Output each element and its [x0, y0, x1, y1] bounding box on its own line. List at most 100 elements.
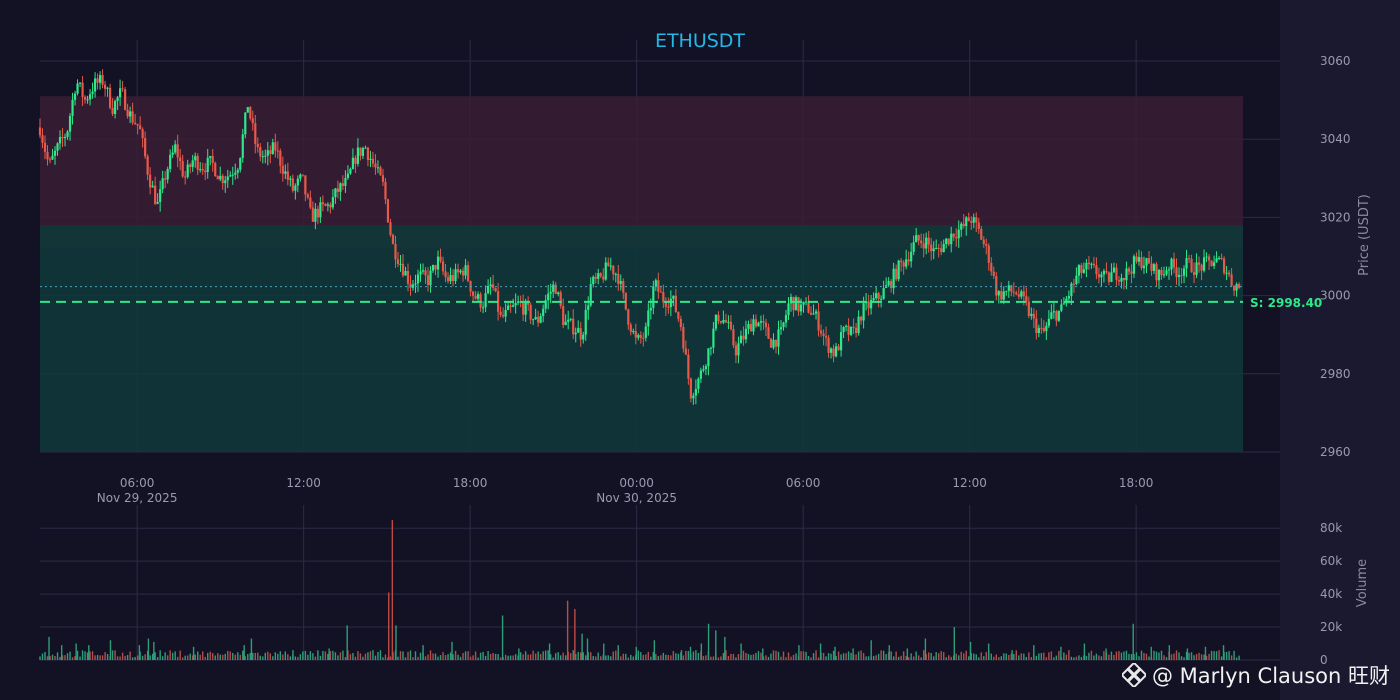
candle-body: [627, 309, 630, 325]
candle-body: [144, 138, 147, 157]
candle-body: [582, 334, 585, 340]
candle-body: [409, 283, 412, 288]
candle-body: [96, 78, 99, 83]
candle-body: [1112, 267, 1116, 273]
candle-body: [93, 78, 97, 92]
candle-body: [709, 347, 713, 349]
candle-body: [224, 180, 227, 184]
candle-body: [304, 175, 307, 195]
candle-body: [1122, 277, 1126, 281]
candle-body: [321, 202, 324, 205]
candle-body: [749, 324, 753, 332]
candle-body: [319, 202, 322, 218]
candle-body: [787, 303, 790, 316]
candle-layer: [38, 69, 1241, 405]
candle-body: [922, 243, 925, 249]
candle-body: [982, 239, 985, 244]
candle-body: [1037, 327, 1040, 334]
candle-body: [764, 322, 768, 328]
candle-body: [699, 370, 702, 379]
candle-body: [66, 131, 69, 137]
candle-body: [1070, 283, 1073, 297]
candle-body: [1027, 301, 1030, 317]
volume-tick-label: 0: [1320, 653, 1328, 667]
candle-body: [1160, 269, 1163, 276]
candle-body: [139, 125, 142, 130]
candle-body: [1005, 290, 1008, 292]
candle-body: [584, 309, 587, 335]
candle-body: [547, 293, 550, 301]
candle-body: [769, 338, 773, 348]
candle-body: [244, 112, 247, 135]
candle-body: [381, 175, 385, 182]
candle-body: [950, 233, 953, 245]
candle-body: [622, 281, 625, 293]
candle-body: [389, 222, 392, 235]
candle-body: [291, 178, 294, 191]
support-zone: [40, 225, 1243, 452]
candle-body: [564, 321, 567, 326]
candle-body: [161, 178, 164, 190]
candle-body: [1110, 272, 1113, 282]
candle-body: [236, 169, 239, 173]
candle-body: [414, 283, 417, 285]
candle-body: [707, 348, 710, 367]
candle-body: [106, 87, 109, 89]
candle-body: [1215, 258, 1218, 263]
candle-body: [349, 168, 352, 174]
candle-body: [577, 328, 580, 333]
candle-body: [406, 270, 410, 284]
candle-body: [1207, 256, 1211, 261]
candle-body: [426, 275, 430, 286]
candle-body: [306, 194, 309, 198]
candle-body: [1042, 327, 1045, 332]
candle-body: [116, 97, 119, 101]
candle-body: [1165, 270, 1168, 275]
candle-body: [1233, 285, 1236, 291]
candle-body: [256, 143, 259, 148]
candle-body: [652, 286, 655, 308]
candle-body: [754, 319, 758, 327]
candle-body: [619, 281, 622, 284]
candle-body: [51, 155, 54, 160]
candle-body: [1135, 256, 1138, 262]
candle-body: [206, 157, 209, 173]
candle-body: [890, 281, 893, 289]
chart-title: ETHUSDT: [654, 30, 746, 52]
candle-body: [1227, 272, 1231, 275]
candle-body: [742, 335, 745, 340]
candle-body: [324, 204, 327, 206]
candle-body: [729, 321, 733, 330]
candle-body: [1117, 279, 1121, 282]
candle-body: [1057, 310, 1060, 321]
candle-body: [734, 345, 738, 356]
candle-body: [396, 259, 400, 265]
candle-body: [872, 298, 875, 300]
candle-body: [602, 276, 605, 280]
candle-body: [514, 302, 517, 306]
candle-body: [629, 324, 632, 332]
right-axis-panel: [1280, 0, 1400, 700]
candle-body: [692, 395, 695, 399]
candle-body: [1230, 274, 1233, 286]
date-tick-label: Nov 29, 2025: [97, 491, 178, 505]
candle-body: [957, 229, 960, 239]
candle-body: [63, 136, 67, 139]
price-tick-label: 3020: [1320, 210, 1351, 224]
candle-body: [1095, 265, 1098, 275]
candle-body: [857, 316, 860, 334]
candle-body: [386, 199, 390, 223]
candle-body: [254, 123, 257, 144]
diamond-logo-icon: [1122, 663, 1146, 687]
time-tick-label: 12:00: [952, 476, 987, 490]
candle-body: [847, 325, 850, 335]
candle-body: [189, 164, 192, 167]
candle-body: [196, 156, 199, 170]
candle-body: [141, 129, 144, 139]
candle-body: [1047, 318, 1050, 326]
candle-body: [1080, 265, 1083, 273]
candle-body: [176, 144, 179, 158]
candle-body: [875, 293, 878, 299]
candle-body: [752, 319, 755, 332]
candle-body: [1020, 291, 1023, 297]
